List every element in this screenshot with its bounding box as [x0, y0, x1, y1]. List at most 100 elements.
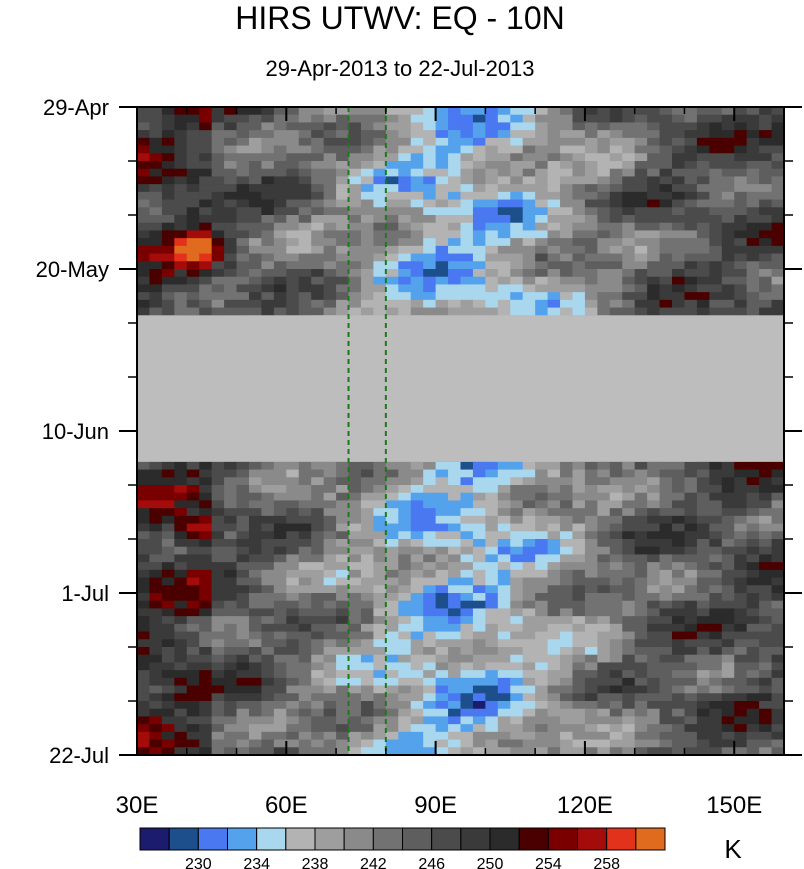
heatmap-cell [759, 554, 773, 563]
heatmap-cell [448, 693, 462, 702]
heatmap-cell [398, 253, 412, 262]
colorbar-box [197, 827, 228, 851]
heatmap-cell [423, 677, 437, 687]
heatmap-cell [746, 292, 760, 301]
heatmap-cell [261, 616, 275, 625]
heatmap-cell [211, 307, 225, 316]
heatmap-cell [771, 176, 784, 185]
heatmap-cell [298, 238, 312, 247]
heatmap-cell [323, 492, 337, 502]
heatmap-cell [435, 253, 449, 262]
heatmap-cell [597, 716, 611, 725]
heatmap-cell [472, 724, 486, 733]
heatmap-cell [336, 461, 350, 471]
heatmap-cell [647, 631, 661, 640]
heatmap-cell [647, 716, 661, 725]
heatmap-cell [174, 577, 188, 586]
heatmap-cell [696, 593, 710, 602]
heatmap-cell [248, 724, 263, 733]
heatmap-cell [696, 461, 710, 471]
heatmap-cell [609, 693, 623, 702]
heatmap-cell [336, 137, 350, 147]
heatmap-cell [472, 153, 486, 162]
heatmap-cell [161, 662, 175, 671]
heatmap-cell [560, 222, 574, 232]
heatmap-cell [522, 546, 536, 556]
heatmap-cell [186, 253, 200, 262]
heatmap-cell [423, 716, 437, 725]
heatmap-cell [174, 523, 188, 532]
heatmap-cell [373, 485, 387, 494]
heatmap-cell [746, 539, 760, 548]
heatmap-cell [672, 130, 686, 139]
heatmap-cell [672, 161, 686, 170]
heatmap-cell [597, 114, 611, 124]
heatmap-cell [622, 569, 636, 579]
heatmap-cell [647, 577, 661, 586]
heatmap-cell [224, 724, 238, 733]
heatmap-cell [497, 122, 511, 131]
heatmap-cell [348, 747, 362, 755]
heatmap-cell [360, 261, 375, 270]
heatmap-cell [460, 299, 474, 309]
heatmap-cell [709, 562, 723, 571]
heatmap-cell [572, 554, 586, 563]
heatmap-cell [186, 292, 200, 301]
heatmap-cell [535, 461, 549, 471]
heatmap-cell [684, 122, 698, 131]
heatmap-cell [734, 554, 748, 563]
heatmap-cell [609, 485, 623, 494]
heatmap-cell [622, 469, 636, 478]
heatmap-cell [137, 677, 151, 687]
heatmap-cell [634, 508, 648, 517]
heatmap-cell [497, 647, 511, 656]
heatmap-cell [672, 307, 686, 316]
heatmap-cell [137, 546, 151, 556]
heatmap-cell [572, 654, 586, 664]
heatmap-cell [609, 716, 623, 725]
heatmap-cell [709, 238, 723, 247]
heatmap-cell [609, 708, 623, 718]
heatmap-cell [336, 731, 350, 741]
heatmap-cell [435, 716, 449, 725]
heatmap-cell [224, 276, 238, 286]
heatmap-cell [298, 569, 312, 579]
heatmap-cell [572, 562, 586, 571]
heatmap-cell [236, 122, 250, 131]
heatmap-cell [771, 747, 784, 755]
heatmap-cell [336, 708, 350, 718]
heatmap-cell [149, 577, 163, 586]
heatmap-cell [759, 238, 773, 247]
heatmap-cell [547, 708, 561, 718]
heatmap-cell [348, 654, 362, 664]
heatmap-cell [510, 230, 524, 239]
heatmap-cell [423, 724, 437, 733]
heatmap-cell [759, 245, 773, 255]
heatmap-cell [647, 747, 661, 755]
heatmap-cell [659, 284, 673, 293]
heatmap-cell [248, 508, 263, 517]
heatmap-cell [560, 716, 574, 725]
heatmap-cell [522, 222, 536, 232]
heatmap-cell [448, 739, 462, 748]
heatmap-cell [137, 508, 151, 517]
heatmap-cell [186, 724, 200, 733]
heatmap-cell [472, 662, 486, 671]
heatmap-cell [161, 562, 175, 571]
heatmap-cell [721, 307, 735, 316]
heatmap-cell [659, 546, 673, 556]
heatmap-cell [634, 261, 648, 270]
heatmap-cell [584, 253, 598, 262]
heatmap-cell [211, 122, 225, 131]
heatmap-cell [261, 731, 275, 741]
heatmap-cell [211, 724, 225, 733]
heatmap-cell [298, 184, 312, 193]
heatmap-cell [771, 161, 784, 170]
heatmap-cell [137, 562, 151, 571]
heatmap-cell [211, 585, 225, 594]
heatmap-cell [149, 261, 163, 270]
heatmap-cell [211, 230, 225, 239]
heatmap-cell [311, 539, 325, 548]
heatmap-cell [684, 500, 698, 509]
heatmap-cell [385, 477, 399, 486]
